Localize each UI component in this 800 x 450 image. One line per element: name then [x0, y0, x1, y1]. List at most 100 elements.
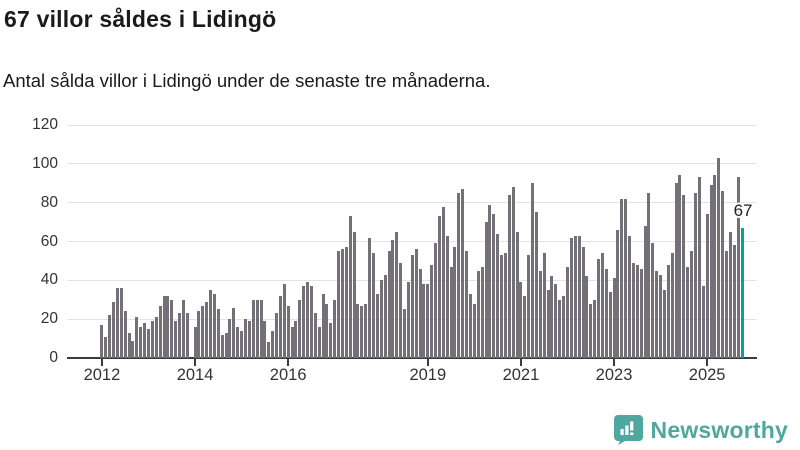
bar — [573, 235, 577, 358]
bar — [461, 189, 465, 358]
bar — [395, 231, 399, 358]
bar — [670, 253, 674, 358]
x-tick-mark — [287, 359, 290, 366]
bar — [457, 192, 461, 358]
x-tick-label-2014: 2014 — [176, 366, 214, 384]
bar — [453, 247, 457, 358]
bar — [705, 214, 709, 358]
bar — [690, 251, 694, 358]
bar — [356, 303, 360, 358]
bar — [589, 303, 593, 358]
bar — [600, 253, 604, 358]
bar — [104, 336, 108, 358]
bar — [166, 295, 170, 358]
bar — [500, 255, 504, 358]
bar — [546, 290, 550, 358]
bar — [472, 303, 476, 358]
bar — [434, 243, 438, 358]
bar — [193, 326, 197, 358]
bar — [523, 295, 527, 358]
x-axis-line — [67, 357, 757, 359]
bar — [709, 185, 713, 358]
bar — [333, 299, 337, 358]
bar — [426, 284, 430, 358]
highlight-value-label: 67 — [733, 200, 753, 220]
bar — [278, 295, 282, 358]
bar — [236, 326, 240, 358]
bar — [492, 214, 496, 358]
bar — [445, 235, 449, 358]
bar — [593, 299, 597, 358]
bar — [468, 293, 472, 358]
bar — [581, 247, 585, 358]
bar — [511, 187, 515, 358]
bar — [317, 326, 321, 358]
bar — [131, 340, 135, 358]
page-title: 67 villor såldes i Lidingö — [4, 6, 277, 32]
x-tick-label-2025: 2025 — [688, 366, 726, 384]
bar — [115, 288, 119, 358]
bar — [465, 251, 469, 358]
bar — [185, 313, 189, 358]
bar — [309, 286, 313, 358]
bar — [507, 194, 511, 358]
bar — [449, 266, 453, 358]
bar — [655, 270, 659, 358]
bar — [181, 299, 185, 358]
bar — [232, 307, 236, 358]
bar — [476, 270, 480, 358]
bar — [243, 319, 247, 358]
bar — [360, 305, 364, 358]
bar — [519, 282, 523, 358]
bar — [597, 258, 601, 358]
bar — [325, 303, 329, 358]
brand-name: Newsworthy — [650, 416, 788, 443]
bar — [275, 313, 279, 358]
bar — [224, 332, 228, 358]
bar — [108, 315, 112, 358]
bar — [263, 321, 267, 358]
bar — [550, 276, 554, 358]
bar — [154, 317, 158, 358]
bar — [686, 266, 690, 358]
bar — [119, 288, 123, 358]
x-tick-mark — [613, 359, 616, 366]
y-tick-label: 0 — [49, 349, 58, 366]
bar — [255, 299, 259, 358]
bar — [329, 323, 333, 358]
bar — [554, 284, 558, 358]
bar — [410, 255, 414, 358]
bar — [403, 309, 407, 358]
bar — [721, 191, 725, 358]
bar — [643, 225, 647, 358]
bar — [352, 231, 356, 358]
bar — [340, 249, 344, 358]
bar — [406, 282, 410, 358]
bar — [259, 299, 263, 358]
bar — [651, 243, 655, 358]
bar — [635, 264, 639, 358]
bar — [674, 183, 678, 358]
bar — [344, 247, 348, 358]
bar — [662, 290, 666, 358]
bar — [135, 317, 139, 358]
bar — [480, 266, 484, 358]
bar — [569, 237, 573, 358]
bar — [294, 321, 298, 358]
x-tick-mark — [194, 359, 197, 366]
bar — [143, 323, 147, 358]
bar — [437, 216, 441, 358]
bar — [337, 251, 341, 358]
bar — [713, 175, 717, 358]
bar — [430, 264, 434, 358]
gridline-120 — [67, 124, 757, 126]
bar — [608, 291, 612, 358]
bar — [717, 158, 721, 358]
bar — [321, 293, 325, 358]
x-tick-mark — [706, 359, 709, 366]
bar — [375, 293, 379, 358]
x-tick-mark — [100, 359, 103, 366]
bar — [372, 253, 375, 358]
bar — [216, 309, 220, 358]
bar — [286, 305, 290, 358]
